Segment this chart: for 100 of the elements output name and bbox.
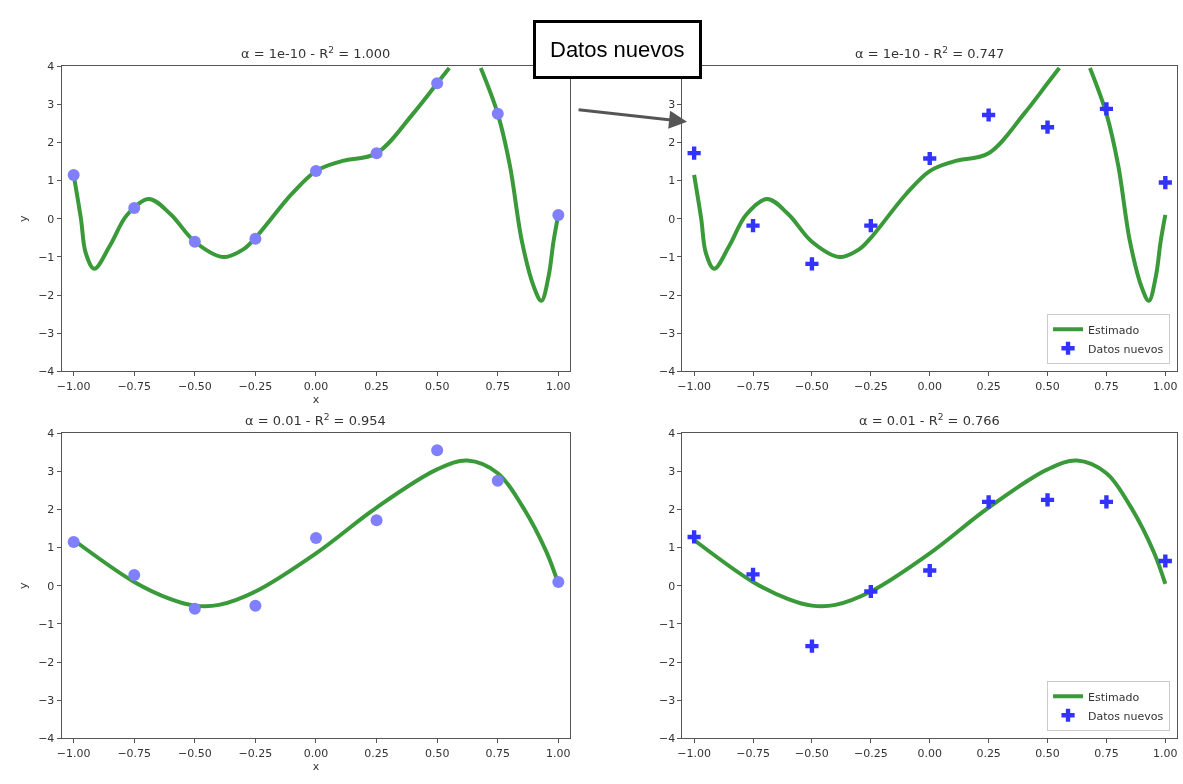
point — [370, 147, 383, 160]
point — [128, 569, 141, 582]
y-tick-label: 0 — [668, 579, 676, 593]
x-tick-label: −1.00 — [677, 379, 711, 393]
y-tick-label: 4 — [668, 426, 676, 440]
x-tick-label: −0.75 — [736, 746, 770, 760]
point — [188, 602, 201, 615]
x-tick-label: 0.75 — [1094, 379, 1119, 393]
x-tick-label: −0.75 — [736, 379, 770, 393]
point — [249, 232, 262, 245]
y-tick-label: −4 — [658, 732, 676, 746]
x-tick-label: −0.75 — [117, 379, 152, 393]
x-tick-label: 0.50 — [424, 746, 450, 760]
chart-title: α = 0.01 - R$^{2}$ = 0.766 — [859, 412, 1000, 429]
x-tick-label: 0.75 — [485, 746, 510, 760]
legend-label: Datos nuevos — [1088, 709, 1164, 723]
y-tick-label: 2 — [47, 503, 55, 517]
point — [249, 599, 262, 612]
y-tick-label: −3 — [658, 327, 676, 341]
x-tick-label: −0.50 — [177, 379, 212, 393]
y-tick-label: 2 — [47, 136, 55, 150]
point — [864, 219, 878, 233]
y-tick-label: −2 — [38, 288, 55, 302]
x-tick-label: 0.00 — [917, 746, 942, 760]
y-tick-label: −3 — [38, 694, 55, 708]
x-tick-label: 0.00 — [303, 379, 329, 393]
legend-label: Estimado — [1088, 690, 1140, 704]
y-tick-label: 2 — [668, 136, 676, 150]
y-tick-label: −3 — [658, 694, 676, 708]
x-tick-label: −1.00 — [677, 746, 711, 760]
point — [982, 108, 996, 122]
point — [746, 567, 760, 581]
x-axis-title: x — [312, 392, 320, 406]
point — [491, 107, 504, 120]
x-tick-label: −0.25 — [238, 746, 273, 760]
x-tick-label: 0.50 — [1035, 379, 1060, 393]
y-tick-label: 3 — [47, 465, 55, 479]
x-axis-title: x — [312, 759, 320, 773]
y-axis-title: y — [16, 582, 30, 590]
x-tick-label: 0.25 — [976, 746, 1001, 760]
x-tick-label: −0.50 — [795, 379, 829, 393]
x-tick-label: 1.00 — [1153, 746, 1178, 760]
y-tick-label: 4 — [47, 426, 55, 440]
point — [864, 584, 878, 599]
y-tick-label: −1 — [658, 250, 676, 264]
point — [923, 151, 937, 166]
y-tick-label: −1 — [658, 617, 676, 631]
point — [1040, 493, 1055, 507]
point — [491, 474, 504, 487]
point — [982, 495, 996, 509]
x-tick-label: 0.75 — [485, 379, 510, 393]
y-tick-label: −4 — [38, 732, 55, 746]
y-tick-label: 3 — [47, 98, 55, 112]
chart-title: α = 1e-10 - R$^{2}$ = 1.000 — [241, 45, 391, 62]
x-tick-label: 0.25 — [364, 379, 389, 393]
point — [1158, 175, 1172, 190]
x-tick-label: −0.25 — [853, 379, 888, 393]
point — [1099, 495, 1114, 509]
x-tick-label: 0.00 — [303, 746, 329, 760]
y-tick-label: −3 — [38, 327, 55, 341]
x-tick-label: −1.00 — [56, 746, 91, 760]
x-tick-label: 0.25 — [976, 379, 1001, 393]
point — [1158, 554, 1172, 568]
y-tick-label: −1 — [38, 250, 55, 264]
point — [370, 514, 383, 527]
y-tick-label: 0 — [47, 212, 55, 226]
point — [1040, 120, 1055, 134]
x-tick-label: 0.50 — [424, 379, 450, 393]
y-tick-label: 4 — [47, 59, 55, 73]
x-tick-label: 1.00 — [1153, 379, 1178, 393]
point — [67, 535, 80, 548]
y-tick-label: −2 — [658, 288, 676, 302]
point — [431, 444, 444, 457]
point — [746, 219, 760, 233]
point — [431, 77, 444, 90]
x-tick-label: −1.00 — [56, 379, 91, 393]
x-tick-label: −0.25 — [238, 379, 273, 393]
x-tick-label: 0.00 — [917, 379, 942, 393]
chart-title: α = 1e-10 - R$^{2}$ = 0.747 — [855, 45, 1005, 62]
y-tick-label: 3 — [668, 465, 676, 479]
y-tick-label: −2 — [658, 655, 676, 669]
x-tick-label: 1.00 — [546, 746, 571, 760]
y-tick-label: 2 — [668, 503, 676, 517]
point — [188, 235, 201, 248]
point — [552, 208, 565, 221]
y-tick-label: −1 — [38, 617, 55, 631]
y-tick-label: 1 — [668, 174, 676, 188]
x-tick-label: 0.75 — [1094, 746, 1119, 760]
x-tick-label: −0.25 — [853, 746, 888, 760]
point — [923, 563, 937, 578]
point — [687, 530, 701, 544]
y-tick-label: 0 — [47, 579, 55, 593]
point — [310, 165, 322, 178]
legend-label: Datos nuevos — [1088, 342, 1164, 356]
x-tick-label: 0.50 — [1035, 746, 1060, 760]
point — [805, 257, 819, 271]
y-tick-label: −4 — [38, 365, 55, 379]
y-axis-title: y — [16, 215, 30, 223]
y-tick-label: 3 — [668, 98, 676, 112]
y-tick-label: −4 — [658, 365, 676, 379]
